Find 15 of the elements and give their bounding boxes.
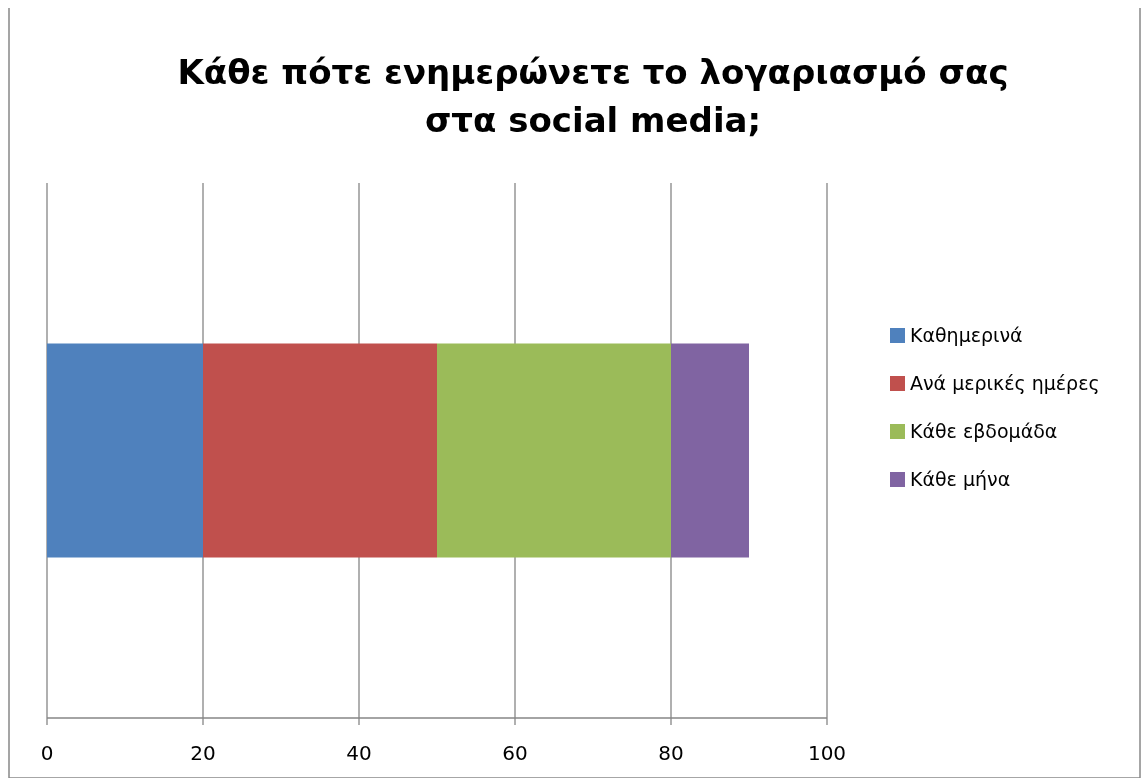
x-tick-label: 60 (502, 741, 528, 765)
legend-label: Κάθε εβδομάδα (910, 420, 1058, 442)
legend-label: Κάθε μήνα (910, 468, 1011, 490)
bar (671, 343, 749, 558)
chart-title: Κάθε πότε ενημερώνετε το λογαριασμό σας στα social media; (177, 52, 1009, 140)
bar (203, 343, 437, 558)
bar (47, 343, 203, 558)
x-tick-label: 100 (807, 741, 847, 765)
x-tick-label: 40 (346, 741, 372, 765)
legend-label: Ανά μερικές ημέρες (910, 372, 1100, 394)
x-tick-label: 80 (658, 741, 684, 765)
x-tick-label: 20 (190, 741, 216, 765)
bar (437, 343, 671, 558)
x-tick-label: 0 (40, 741, 54, 765)
legend-label: Καθημερινά (910, 324, 1023, 346)
